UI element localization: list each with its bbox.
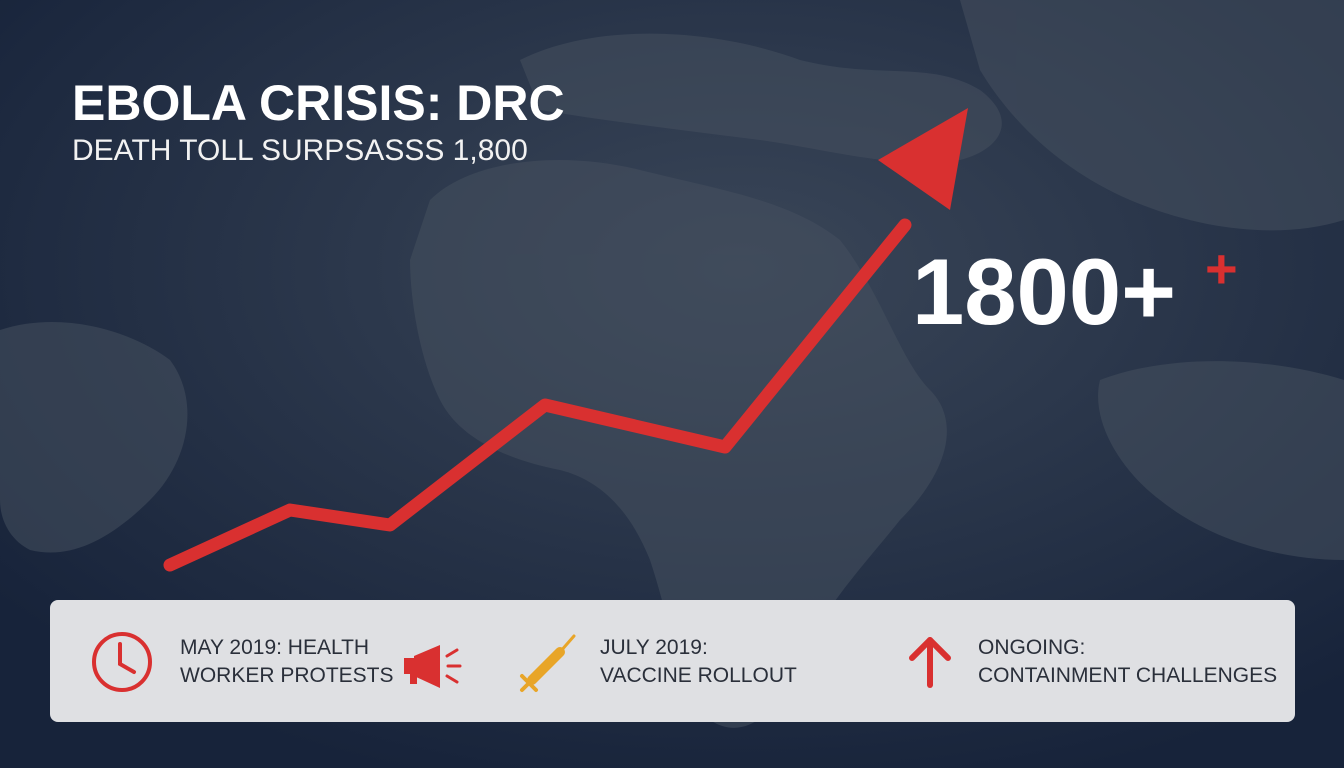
clock-icon: [92, 632, 152, 692]
up-arrow-icon: [909, 637, 951, 688]
arrow-head: [878, 108, 968, 210]
timeline-panel: [50, 600, 1295, 722]
timeline-text: WORKER PROTESTS: [180, 664, 394, 687]
trend-arrow: [163, 218, 912, 572]
timeline-text: CONTAINMENT CHALLENGES: [978, 664, 1277, 687]
plus-mark: +: [1205, 237, 1238, 300]
timeline-text: MAY 2019: HEALTH: [180, 636, 369, 659]
timeline-text: ONGOING:: [978, 636, 1085, 659]
timeline-text: JULY 2019:: [600, 636, 708, 659]
megaphone-icon: [404, 645, 462, 688]
timeline-text: VACCINE ROLLOUT: [600, 664, 797, 687]
syringe-icon: [520, 634, 576, 692]
map: [0, 0, 1344, 728]
subtitle: DEATH TOLL SURPSASSS 1,800: [72, 134, 528, 167]
title: EBOLA CRISIS: DRC: [72, 75, 565, 131]
death-toll: 1800+: [912, 239, 1176, 344]
